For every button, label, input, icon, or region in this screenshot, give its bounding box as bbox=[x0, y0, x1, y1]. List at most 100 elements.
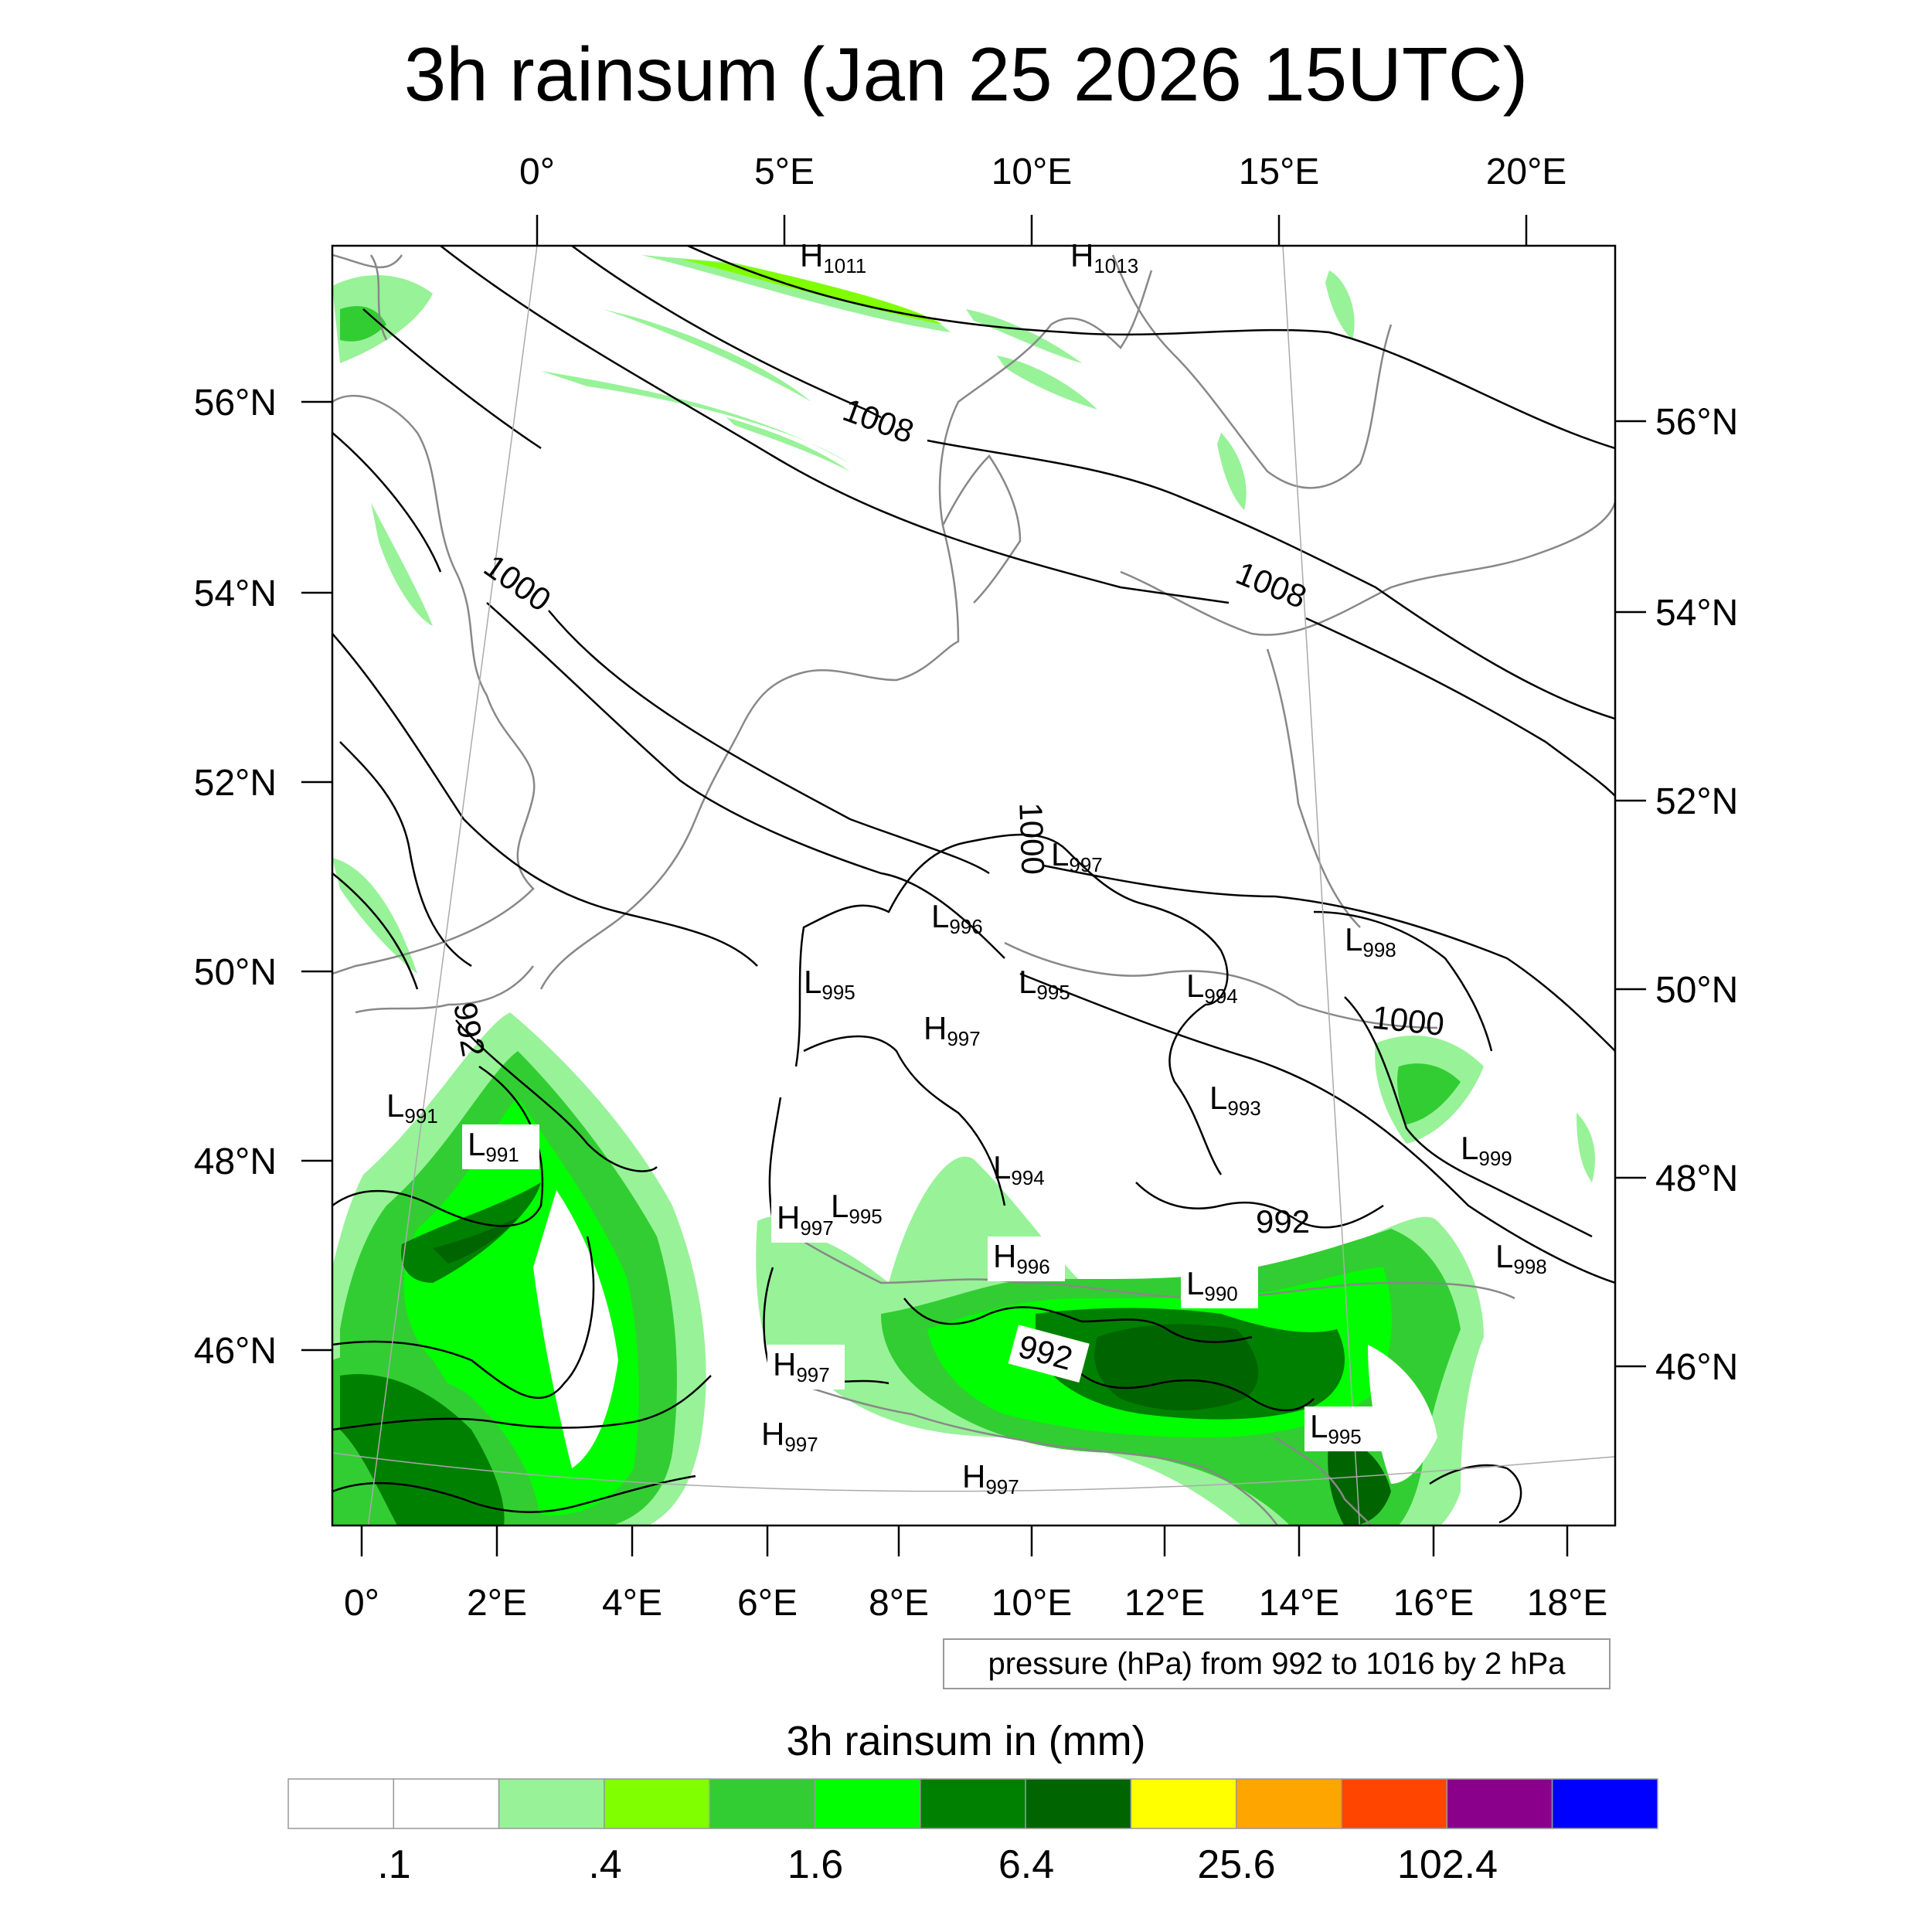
left-lat-label: 50°N bbox=[194, 952, 277, 993]
isobar-label: 1008 bbox=[1231, 555, 1311, 616]
border-czech bbox=[1004, 941, 1438, 1029]
colorbar-swatch bbox=[393, 1778, 500, 1829]
rain-streak bbox=[726, 417, 850, 471]
pressure-center: H997 bbox=[923, 1010, 981, 1050]
colorbar-label: 25.6 bbox=[1197, 1842, 1275, 1887]
coastline-continent bbox=[539, 270, 1153, 990]
bottom-lon-label: 0° bbox=[344, 1583, 379, 1624]
pressure-center: L998 bbox=[1345, 921, 1396, 961]
colorbar bbox=[287, 1778, 1658, 1829]
rain-streak bbox=[371, 502, 433, 626]
pressure-center: H997 bbox=[773, 1346, 830, 1386]
colorbar-label: .1 bbox=[377, 1842, 410, 1887]
rain-area bbox=[1094, 1324, 1259, 1410]
border-france bbox=[355, 965, 534, 1014]
colorbar-label: 6.4 bbox=[998, 1842, 1054, 1887]
isobar bbox=[1344, 996, 1593, 1238]
coastlines bbox=[332, 253, 1615, 1526]
contour-info-box: pressure (hPa) from 992 to 1016 by 2 hPa bbox=[943, 1638, 1611, 1689]
coastline-britain bbox=[332, 394, 536, 975]
pressure-center: L997 bbox=[1051, 836, 1103, 876]
pressure-center: L991 bbox=[468, 1126, 519, 1166]
rain-streak bbox=[340, 306, 386, 342]
border-italy bbox=[772, 1374, 1279, 1526]
left-lat-label: 48°N bbox=[194, 1141, 277, 1182]
isobar bbox=[903, 1298, 1253, 1343]
colorbar-title: 3h rainsum in (mm) bbox=[786, 1718, 1146, 1764]
border-central bbox=[772, 1219, 1515, 1300]
parallel-45n bbox=[332, 1452, 1615, 1492]
rain-area bbox=[1577, 1113, 1595, 1182]
isobar bbox=[794, 833, 1229, 1175]
right-lat-label: 56°N bbox=[1655, 402, 1738, 443]
pressure-center: H1013 bbox=[1070, 237, 1138, 277]
pressure-center: L999 bbox=[1461, 1130, 1512, 1170]
map-content bbox=[332, 246, 1615, 1526]
top-lon-label: 15°E bbox=[1239, 151, 1320, 192]
rain-area bbox=[401, 1182, 541, 1283]
colorbar-swatch bbox=[287, 1778, 395, 1829]
rain-area bbox=[1328, 1437, 1391, 1526]
tick-marks bbox=[301, 215, 1646, 1556]
pressure-centers: H1011 H1013 L997 L996 L995 L995 H997 L99… bbox=[386, 237, 1547, 1498]
isobar-label: 1008 bbox=[838, 391, 919, 450]
isobar bbox=[332, 1065, 595, 1400]
right-lat-label: 48°N bbox=[1655, 1158, 1738, 1199]
right-lat-label: 46°N bbox=[1655, 1347, 1738, 1388]
rain-area bbox=[340, 1374, 505, 1526]
bottom-lon-label: 18°E bbox=[1527, 1583, 1608, 1624]
graticule bbox=[332, 246, 1615, 1526]
rain-area bbox=[1397, 1063, 1461, 1124]
isobar-label: 1000 bbox=[1012, 802, 1051, 876]
coastline-sweden bbox=[1111, 254, 1393, 489]
isobar bbox=[339, 741, 658, 1172]
coastline-adriatic bbox=[1274, 1436, 1374, 1526]
colorbar-swatch bbox=[1551, 1778, 1658, 1829]
isobar bbox=[571, 246, 1615, 720]
pressure-center: L996 bbox=[931, 898, 983, 938]
right-lat-label: 54°N bbox=[1655, 593, 1738, 634]
right-lat-label: 50°N bbox=[1655, 970, 1738, 1011]
meridian-0 bbox=[367, 246, 538, 1526]
meridian-15e bbox=[1282, 246, 1361, 1526]
top-lon-label: 20°E bbox=[1486, 151, 1567, 192]
colorbar-swatch bbox=[498, 1778, 605, 1829]
isobar bbox=[687, 246, 1615, 450]
isobar bbox=[332, 633, 758, 967]
bottom-lon-label: 12°E bbox=[1124, 1583, 1206, 1624]
isobar-label: 992 bbox=[447, 999, 492, 1059]
pressure-center: L995 bbox=[804, 964, 855, 1004]
rain-streak bbox=[1217, 433, 1247, 510]
isobar bbox=[332, 1375, 712, 1431]
bottom-lon-label: 14°E bbox=[1259, 1583, 1340, 1624]
pressure-center: L994 bbox=[1186, 968, 1238, 1008]
top-lon-label: 10°E bbox=[992, 151, 1073, 192]
map-frame bbox=[331, 244, 1617, 1527]
bottom-lon-label: 8°E bbox=[869, 1583, 929, 1624]
map-title: 3h rainsum (Jan 25 2026 15UTC) bbox=[403, 32, 1529, 117]
isobar bbox=[332, 432, 1615, 1284]
colorbar-swatch bbox=[814, 1778, 921, 1829]
rain-streak bbox=[1325, 270, 1355, 340]
pressure-center: L994 bbox=[993, 1149, 1045, 1189]
top-lon-label: 0° bbox=[519, 151, 555, 192]
rain-area bbox=[756, 1216, 835, 1360]
rain-area bbox=[433, 1217, 518, 1264]
isobar-label: 992 bbox=[1256, 1203, 1310, 1240]
isobar bbox=[803, 1035, 1006, 1206]
colorbar-swatch bbox=[1130, 1778, 1237, 1829]
pressure-center: H997 bbox=[962, 1458, 1019, 1498]
isobar bbox=[332, 872, 419, 990]
pressure-center: H997 bbox=[761, 1416, 818, 1456]
colorbar-label: 102.4 bbox=[1397, 1842, 1498, 1887]
isobar bbox=[332, 1475, 696, 1513]
left-lat-label: 52°N bbox=[194, 763, 277, 804]
rain-streak bbox=[966, 309, 1082, 363]
colorbar-swatch bbox=[1025, 1778, 1132, 1829]
colorbar-swatch bbox=[709, 1778, 816, 1829]
pressure-center: L993 bbox=[1209, 1080, 1261, 1120]
colorbar-swatch bbox=[1235, 1778, 1342, 1829]
rain-streak bbox=[641, 255, 951, 332]
colorbar-label: .4 bbox=[588, 1842, 621, 1887]
isobar bbox=[1313, 910, 1493, 1052]
